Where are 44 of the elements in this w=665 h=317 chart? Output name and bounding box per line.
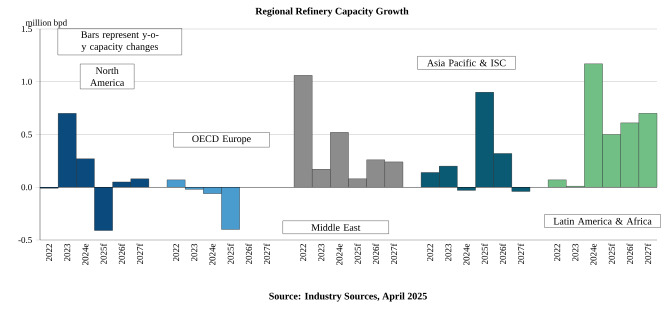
x-tick-label: 2027f [390, 244, 398, 264]
x-tick-label: 2022 [300, 244, 306, 262]
x-tick-label: 2025f [227, 244, 234, 264]
x-tick-label: 2024e [209, 244, 216, 266]
annotation: Bars represent y-o-y capacity changes [81, 31, 158, 52]
x-tick-label: 2024e [336, 244, 342, 266]
x-tick-label: 2023 [572, 244, 578, 262]
x-tick-label: 2025f [354, 244, 361, 264]
y-axis-title: million bpd [26, 19, 68, 28]
x-tick-label: 2026f [626, 244, 633, 264]
x-tick-label: 2027f [136, 244, 144, 264]
chart-title: Regional Refinery Capacity Growth [255, 7, 409, 17]
x-tick-label: 2025f [481, 244, 488, 264]
x-tick-label: 2026f [245, 244, 252, 264]
x-tick-label: 2027f [644, 244, 652, 264]
x-tick-label: 2025f [100, 244, 107, 264]
x-tick-label: 2024e [463, 244, 470, 266]
source-note: Source: Industry Sources, April 2025 [269, 292, 427, 302]
text: North America [90, 66, 124, 86]
x-tick-label: 2027f [264, 244, 270, 264]
x-tick-label: 2026f [118, 244, 125, 264]
y-tick-label: -0.5 [18, 236, 32, 244]
x-tick-label: 2023 [445, 244, 452, 262]
x-tick-label: 2022 [46, 244, 52, 262]
y-tick-label: 0.0 [21, 184, 32, 190]
text: Asia Pacific & ISC [426, 59, 506, 66]
x-tick-label: 2023 [64, 244, 70, 262]
x-tick-label: 2024e [82, 244, 88, 266]
x-tick-label: 2025f [608, 244, 615, 264]
x-tick-label: 2026f [372, 244, 379, 264]
y-tick-label: 1.5 [22, 26, 32, 32]
text: Latin America & Africa [554, 217, 652, 225]
text: Middle East [311, 224, 360, 231]
x-tick-label: 2027f [518, 244, 524, 264]
x-tick-label: 2022 [427, 244, 434, 262]
x-tick-label: 2022 [554, 244, 560, 262]
x-tick-label: 2026f [500, 244, 506, 264]
x-tick-label: 2023 [318, 244, 324, 262]
x-tick-label: 2022 [173, 244, 180, 262]
x-tick-label: 2023 [191, 244, 198, 262]
y-tick-label: 0.5 [21, 131, 32, 138]
x-tick-label: 2024e [590, 244, 597, 266]
y-tick-label: 1.0 [22, 78, 32, 85]
text: OECD Europe [192, 135, 251, 144]
